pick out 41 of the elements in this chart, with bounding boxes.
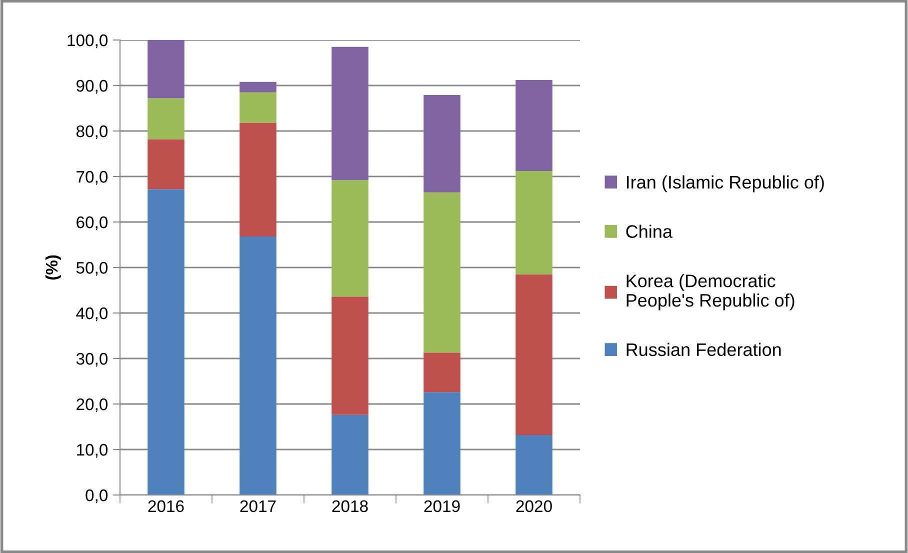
bar (516, 80, 552, 172)
legend-label: Iran (Islamic Republic of) (626, 175, 824, 192)
bar (332, 180, 368, 297)
x-tick-label: 2018 (332, 500, 368, 512)
y-tick-label: 90,0 (76, 80, 108, 94)
bar (240, 122, 276, 237)
bar (332, 46, 368, 180)
y-tick-label: 80,0 (76, 125, 108, 140)
bar (240, 92, 276, 123)
bar (148, 139, 184, 190)
bar (424, 192, 460, 353)
x-tick-label: 2019 (424, 500, 460, 512)
y-tick-label: 100,0 (68, 34, 108, 48)
y-tick-label: 30,0 (76, 352, 108, 367)
y-tick-label: 0,0 (86, 489, 108, 504)
x-tick-label: 2017 (240, 500, 276, 512)
bar (516, 274, 552, 435)
legend-label: Russian Federation (626, 342, 781, 356)
bar (424, 392, 460, 495)
bar (240, 236, 276, 495)
y-axis-title: (%) (45, 255, 61, 280)
bar (148, 98, 184, 140)
bar (516, 434, 552, 495)
legend-label: Korea (Democratic People's Republic of) (626, 274, 794, 310)
bar (332, 414, 368, 495)
y-tick-label: 70,0 (76, 170, 108, 185)
bar (424, 352, 460, 392)
y-tick-label: 40,0 (76, 307, 108, 322)
y-tick-label: 60,0 (76, 216, 108, 230)
bar (148, 40, 184, 98)
bar (516, 171, 552, 274)
y-tick-label: 10,0 (77, 444, 108, 458)
bar (424, 95, 460, 192)
y-tick-label: 50,0 (76, 262, 108, 276)
bar (148, 189, 184, 495)
x-tick-label: 2016 (148, 500, 184, 512)
y-tick-label: 20,0 (76, 398, 108, 412)
bar (240, 82, 276, 92)
legend-label: China (626, 224, 672, 238)
bar (332, 296, 368, 415)
x-tick-label: 2020 (516, 500, 552, 512)
